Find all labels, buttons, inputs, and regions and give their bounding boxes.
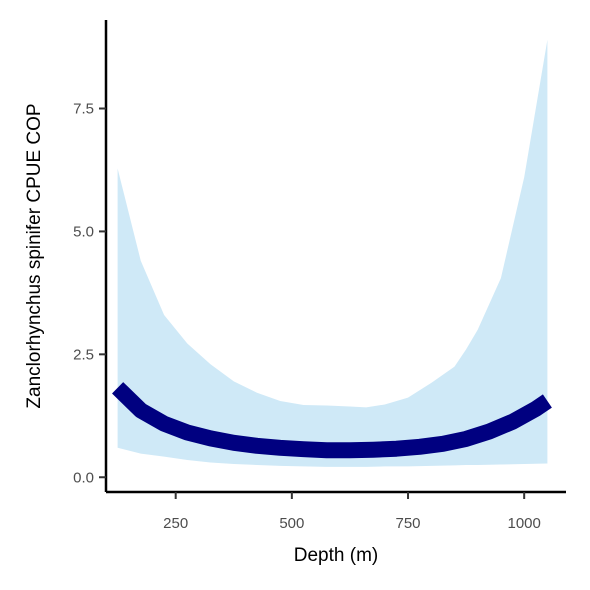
plot-area: [112, 39, 552, 467]
y-axis-title: Zanclorhynchus spinifer CPUE COP: [24, 103, 45, 408]
x-tick-label: 250: [163, 515, 188, 532]
axes: 250 500 750 1000 0.0 2.5 5.0 7.5: [73, 20, 566, 532]
confidence-ribbon: [117, 39, 548, 467]
x-axis-title: Depth (m): [294, 545, 378, 566]
x-tick-label: 750: [396, 515, 421, 532]
x-tick-label: 1000: [507, 515, 540, 532]
y-tick-label: 7.5: [73, 101, 94, 118]
y-tick-label: 5.0: [73, 223, 94, 240]
y-tick-label: 2.5: [73, 346, 94, 363]
y-tick-label: 0.0: [73, 469, 94, 486]
x-tick-label: 500: [279, 515, 304, 532]
fitted-line: [112, 382, 552, 459]
